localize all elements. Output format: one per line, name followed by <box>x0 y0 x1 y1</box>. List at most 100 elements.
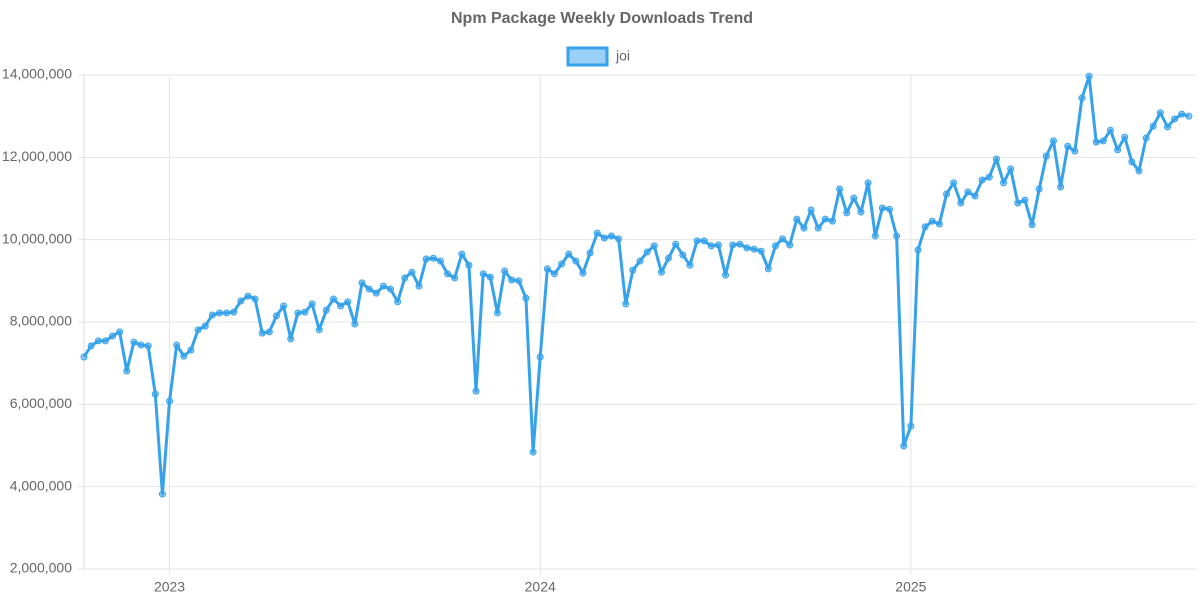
data-point <box>458 250 466 258</box>
data-point <box>843 209 851 217</box>
data-point <box>586 249 594 257</box>
data-point <box>472 387 480 395</box>
data-point <box>1135 167 1143 175</box>
data-point <box>501 267 509 275</box>
data-point <box>1007 165 1015 173</box>
chart-title: Npm Package Weekly Downloads Trend <box>451 10 753 27</box>
data-point <box>1099 137 1107 145</box>
data-point <box>329 295 337 303</box>
data-point <box>408 268 416 276</box>
data-point <box>379 282 387 290</box>
data-point <box>593 229 601 237</box>
data-point <box>864 179 872 187</box>
data-point <box>265 328 273 336</box>
data-point <box>1035 185 1043 193</box>
data-point <box>722 271 730 279</box>
data-point <box>422 255 430 263</box>
data-point <box>130 338 138 346</box>
data-point <box>615 235 623 243</box>
data-point <box>486 273 494 281</box>
y-tick-label: 12,000,000 <box>2 148 72 164</box>
data-point <box>87 342 95 350</box>
data-point <box>429 254 437 262</box>
data-point <box>151 390 159 398</box>
data-point <box>1156 109 1164 117</box>
data-point <box>850 194 858 202</box>
x-tick-label: 2024 <box>525 579 556 595</box>
data-point <box>907 422 915 430</box>
data-point <box>215 309 223 317</box>
data-point <box>101 337 109 345</box>
data-point <box>821 215 829 223</box>
data-point <box>1178 110 1186 118</box>
data-point <box>1071 147 1079 155</box>
data-point <box>258 329 266 337</box>
data-point <box>208 311 216 319</box>
legend-swatch <box>566 46 609 67</box>
data-point <box>572 257 580 265</box>
data-point <box>672 240 680 248</box>
data-point <box>158 490 166 498</box>
data-point <box>964 188 972 196</box>
data-point <box>451 274 459 282</box>
data-point <box>607 232 615 240</box>
data-point <box>543 265 551 273</box>
data-point <box>565 250 573 258</box>
data-point <box>294 309 302 317</box>
data-point <box>935 220 943 228</box>
data-point <box>358 279 366 287</box>
data-point <box>893 232 901 240</box>
data-point <box>558 260 566 268</box>
data-point <box>957 199 965 207</box>
data-point <box>1149 122 1157 130</box>
data-point <box>914 246 922 254</box>
data-point <box>629 266 637 274</box>
data-point <box>194 326 202 334</box>
data-point <box>1085 72 1093 80</box>
data-point <box>508 276 516 284</box>
data-point <box>415 282 423 290</box>
data-point <box>878 204 886 212</box>
data-point <box>750 245 758 253</box>
data-point <box>779 235 787 243</box>
data-point <box>807 206 815 214</box>
data-point <box>943 190 951 198</box>
data-point <box>814 224 822 232</box>
data-point <box>394 298 402 306</box>
data-point <box>800 224 808 232</box>
y-tick-label: 10,000,000 <box>2 230 72 246</box>
data-point <box>444 270 452 278</box>
data-point <box>1114 146 1122 154</box>
data-point <box>650 242 658 250</box>
data-point <box>109 332 117 340</box>
data-point <box>230 308 238 316</box>
data-point <box>707 242 715 250</box>
data-point <box>144 342 152 350</box>
x-tick-label: 2023 <box>154 579 185 595</box>
data-point <box>686 261 694 269</box>
legend-label: joi <box>615 48 630 64</box>
data-point <box>786 241 794 249</box>
data-point <box>836 185 844 193</box>
y-tick-label: 6,000,000 <box>10 395 72 411</box>
data-point <box>493 309 501 317</box>
data-point <box>280 302 288 310</box>
data-point <box>1078 94 1086 102</box>
data-point <box>1171 115 1179 123</box>
data-point <box>180 352 188 360</box>
data-point <box>173 341 181 349</box>
data-point <box>679 251 687 259</box>
data-point <box>322 306 330 314</box>
data-point <box>636 257 644 265</box>
data-point <box>223 309 231 317</box>
data-point <box>1000 179 1008 187</box>
data-point <box>928 217 936 225</box>
x-tick-label: 2025 <box>895 579 926 595</box>
data-point <box>1142 134 1150 142</box>
data-point <box>1014 199 1022 207</box>
data-point <box>665 254 673 262</box>
data-point <box>971 192 979 200</box>
data-point <box>871 232 879 240</box>
data-point <box>643 248 651 256</box>
